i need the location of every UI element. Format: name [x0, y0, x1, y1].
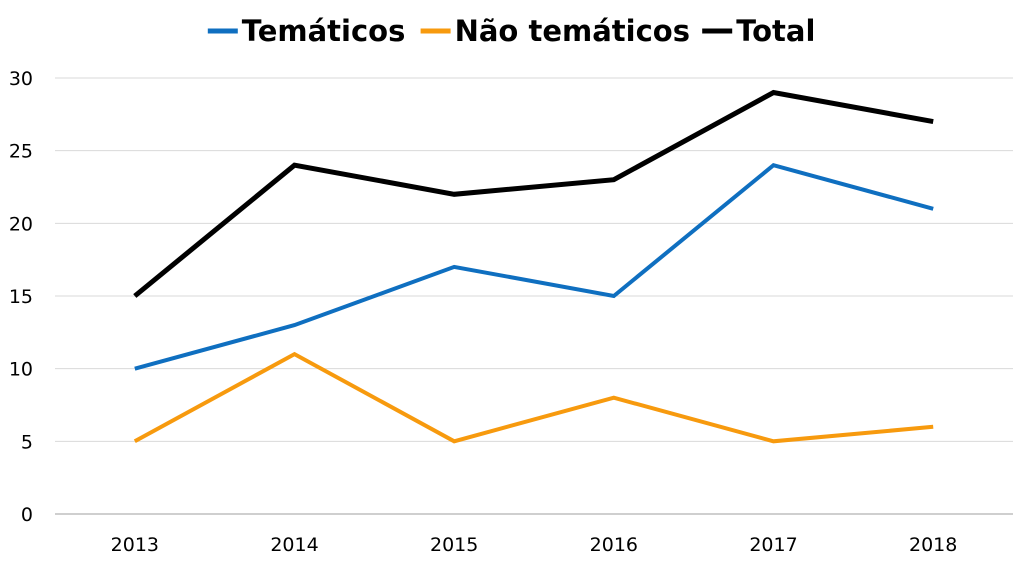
- x-tick-label: 2014: [270, 534, 318, 556]
- x-tick-label: 2016: [590, 534, 638, 556]
- legend-item-total: Total: [702, 14, 815, 48]
- y-tick-label: 15: [9, 286, 33, 308]
- y-tick-label: 30: [9, 68, 33, 90]
- x-tick-label: 2017: [749, 534, 797, 556]
- legend: Temáticos Não temáticos Total: [207, 14, 815, 48]
- x-tick-label: 2015: [430, 534, 478, 556]
- series-line-total: [133, 89, 934, 298]
- y-tick-label: 25: [9, 141, 33, 163]
- series-line-tematicos: [134, 162, 934, 371]
- legend-item-nao-tematicos: Não temáticos: [420, 14, 690, 48]
- y-tick-label: 20: [9, 213, 33, 235]
- series-lines: [133, 89, 934, 444]
- x-axis-ticks: 2013 2014 2015 2016 2017 2018: [111, 534, 958, 556]
- y-tick-label: 10: [9, 359, 33, 381]
- x-tick-label: 2013: [111, 534, 159, 556]
- y-axis-ticks: 0 5 10 15 20 25 30: [9, 68, 33, 526]
- legend-label: Não temáticos: [455, 14, 690, 48]
- series-line-nao-tematicos: [133, 351, 934, 444]
- legend-item-tematicos: Temáticos: [207, 14, 406, 48]
- legend-label: Temáticos: [242, 14, 406, 48]
- y-tick-label: 0: [21, 504, 33, 526]
- gridlines: [55, 77, 1013, 515]
- y-tick-label: 5: [21, 431, 33, 453]
- legend-label: Total: [736, 14, 815, 48]
- x-tick-label: 2018: [909, 534, 957, 556]
